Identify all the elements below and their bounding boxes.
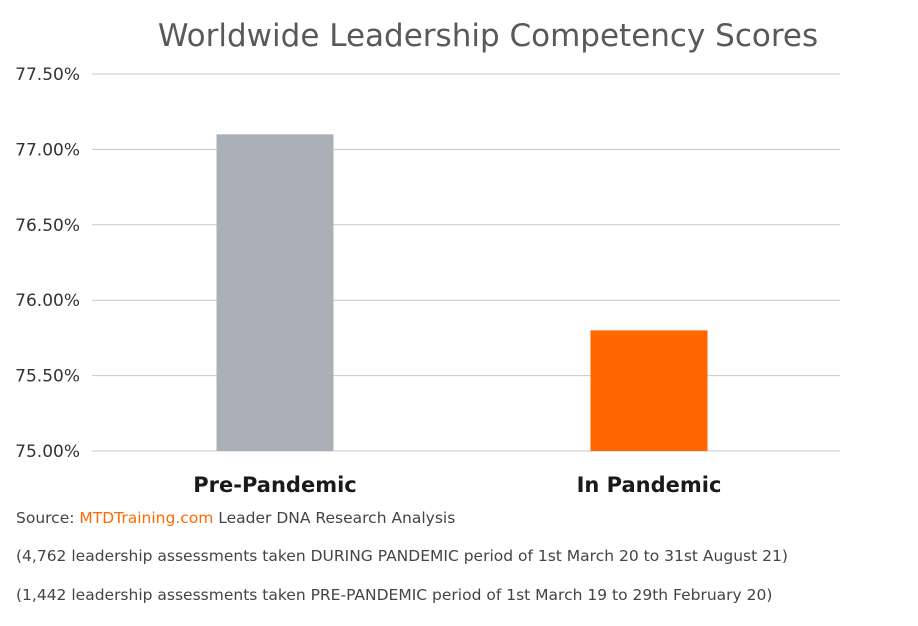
bar-in-pandemic	[590, 330, 708, 451]
source-suffix: Leader DNA Research Analysis	[213, 509, 456, 527]
y-tick-label: 76.00%	[15, 291, 80, 311]
note-pre-pandemic: (1,442 leadership assessments taken PRE-…	[16, 586, 773, 604]
y-tick-label: 75.00%	[15, 442, 80, 462]
y-tick-label: 75.50%	[15, 367, 80, 387]
source-prefix: Source:	[16, 509, 80, 527]
bar-chart: Worldwide Leadership Competency Scores 7…	[15, 18, 840, 497]
note-during-pandemic: (4,762 leadership assessments taken DURI…	[16, 547, 788, 565]
bar-pre-pandemic	[216, 134, 334, 451]
source-line: Source: MTDTraining.com Leader DNA Resea…	[16, 509, 455, 527]
x-axis-categories: Pre-Pandemic In Pandemic	[193, 473, 721, 497]
x-category-label: Pre-Pandemic	[193, 473, 356, 497]
y-axis-ticks: 75.00% 75.50% 76.00% 76.50% 77.00% 77.50%	[15, 65, 80, 462]
chart-title: Worldwide Leadership Competency Scores	[158, 18, 818, 54]
bars	[216, 134, 708, 451]
source-link[interactable]: MTDTraining.com	[79, 509, 214, 527]
x-category-label: In Pandemic	[577, 473, 722, 497]
gridlines	[92, 73, 840, 452]
y-tick-label: 76.50%	[15, 216, 80, 236]
y-tick-label: 77.00%	[15, 140, 80, 160]
y-tick-label: 77.50%	[15, 65, 80, 85]
